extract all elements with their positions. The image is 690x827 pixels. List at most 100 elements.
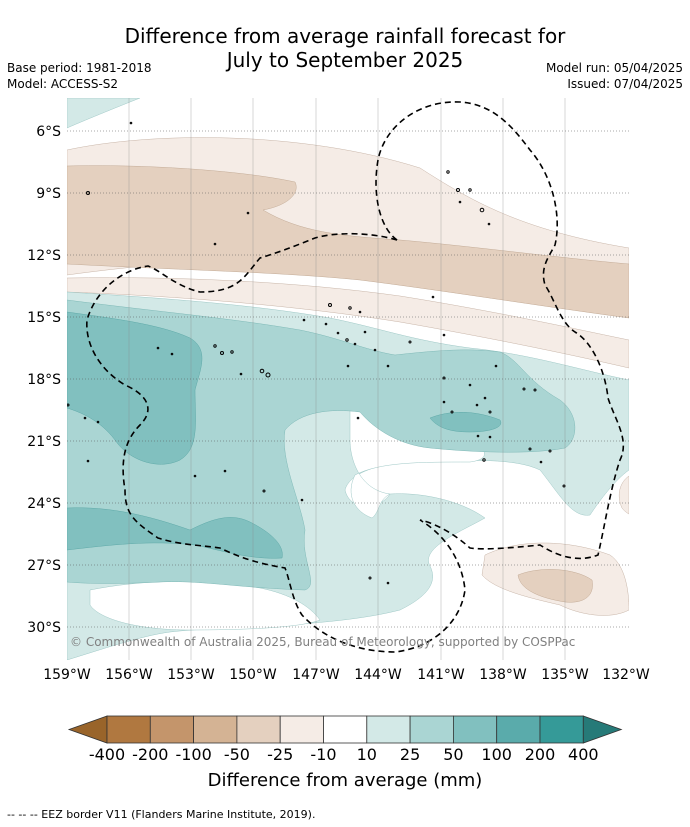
island-marker bbox=[67, 403, 70, 407]
colorbar-extend-low bbox=[67, 715, 108, 744]
island-marker bbox=[386, 364, 390, 368]
dry-contour-east-edge bbox=[618, 475, 629, 515]
colorbar-swatch bbox=[496, 715, 541, 744]
island-marker bbox=[83, 416, 87, 420]
colorbar-swatch bbox=[452, 715, 498, 744]
colorbar-tick-label: 400 bbox=[568, 745, 599, 764]
map-area: © Commonwealth of Australia 2025, Bureau… bbox=[67, 98, 629, 660]
island-marker bbox=[487, 222, 491, 226]
lat-label-6: 6°S bbox=[36, 124, 61, 140]
colorbar-swatch bbox=[106, 715, 151, 744]
lat-label-27: 27°S bbox=[27, 558, 61, 574]
lon-label-138: 138°W bbox=[479, 667, 527, 683]
lon-label-135: 135°W bbox=[541, 667, 589, 683]
lon-label-141: 141°W bbox=[417, 667, 465, 683]
island-marker bbox=[246, 211, 250, 215]
island-marker bbox=[345, 338, 349, 342]
island-marker bbox=[239, 372, 243, 376]
island-marker bbox=[300, 498, 304, 502]
island-marker bbox=[358, 310, 362, 314]
colorbar-swatch bbox=[323, 715, 368, 744]
colorbar-tick-label: -200 bbox=[132, 745, 169, 764]
colorbar-tick-label: -50 bbox=[223, 745, 250, 764]
lon-label-156: 156°W bbox=[105, 667, 153, 683]
lat-grid-lines bbox=[67, 130, 629, 628]
colorbar-swatch bbox=[193, 715, 238, 744]
colorbar-swatch bbox=[279, 715, 324, 744]
lat-label-18: 18°S bbox=[27, 372, 61, 388]
island-marker bbox=[476, 434, 480, 438]
island-marker bbox=[262, 489, 266, 493]
colorbar-swatch bbox=[409, 715, 454, 744]
island-marker bbox=[368, 576, 372, 580]
wet-contour-dark-southwest bbox=[67, 507, 283, 559]
island-marker bbox=[442, 400, 446, 404]
island-marker bbox=[328, 303, 332, 307]
island-marker bbox=[528, 447, 532, 451]
island-marker bbox=[259, 368, 265, 374]
island-marker bbox=[213, 344, 217, 348]
title-line-1: Difference from average rainfall forecas… bbox=[124, 24, 566, 48]
eez-border-southwest bbox=[86, 232, 466, 653]
colorbar-tick-label: -10 bbox=[310, 745, 337, 764]
wet-contour-northwest-corner bbox=[67, 98, 141, 129]
copyright-text: © Commonwealth of Australia 2025, Bureau… bbox=[70, 635, 575, 649]
colorbar bbox=[67, 715, 623, 744]
meta-left: Base period: 1981-2018 Model: ACCESS-S2 bbox=[7, 60, 152, 92]
longitude-labels: 159°W 156°W 153°W 150°W 147°W 144°W 141°… bbox=[43, 667, 650, 683]
island-marker bbox=[446, 170, 450, 174]
island-marker bbox=[348, 306, 352, 310]
colorbar-swatch bbox=[539, 715, 584, 744]
island-marker bbox=[223, 469, 227, 473]
island-marker bbox=[408, 340, 412, 344]
colorbar-extend-high bbox=[582, 715, 623, 744]
lat-label-12: 12°S bbox=[27, 248, 61, 264]
colorbar-tick-label: 50 bbox=[443, 745, 464, 764]
wet-contour-dark-west bbox=[67, 311, 203, 465]
island-marker bbox=[386, 581, 390, 585]
island-marker bbox=[336, 331, 340, 335]
island-marker bbox=[450, 410, 454, 414]
colorbar-tick-label: 10 bbox=[356, 745, 377, 764]
lon-label-147: 147°W bbox=[292, 667, 340, 683]
island-marker bbox=[562, 484, 566, 488]
island-marker bbox=[468, 188, 472, 192]
lon-label-159: 159°W bbox=[43, 667, 91, 683]
eez-border-north bbox=[375, 101, 625, 560]
colorbar-title: Difference from average (mm) bbox=[207, 770, 483, 791]
island-marker bbox=[483, 396, 487, 400]
lon-label-144: 144°W bbox=[354, 667, 402, 683]
lat-label-24: 24°S bbox=[27, 496, 61, 512]
lat-label-30: 30°S bbox=[27, 620, 61, 636]
meta-right: Model run: 05/04/2025 Issued: 07/04/2025 bbox=[546, 60, 683, 92]
wet-contour-dark-east bbox=[429, 411, 502, 433]
issued-text: Issued: 07/04/2025 bbox=[567, 77, 683, 91]
island-marker bbox=[442, 333, 446, 337]
colorbar-swatch bbox=[366, 715, 411, 744]
dry-contour-southeast-medium bbox=[517, 569, 593, 603]
lon-label-153: 153°W bbox=[167, 667, 215, 683]
island-marker bbox=[170, 352, 174, 356]
lon-label-150: 150°W bbox=[229, 667, 277, 683]
eez-legend-footer: -- -- -- EEZ border V11 (Flanders Marine… bbox=[7, 808, 316, 821]
island-marker bbox=[458, 200, 462, 204]
island-marker bbox=[479, 207, 485, 213]
island-marker bbox=[533, 388, 537, 392]
colorbar-tick-label: -100 bbox=[175, 745, 212, 764]
island-marker bbox=[494, 364, 498, 368]
model-run-text: Model run: 05/04/2025 bbox=[545, 61, 683, 75]
island-marker bbox=[324, 322, 328, 326]
lat-label-21: 21°S bbox=[27, 434, 61, 450]
colorbar-swatch bbox=[236, 715, 281, 744]
base-period-text: Base period: 1981-2018 bbox=[7, 61, 152, 75]
island-marker bbox=[468, 383, 472, 387]
island-marker bbox=[373, 348, 377, 352]
island-marker bbox=[96, 420, 100, 424]
colorbar-swatch bbox=[149, 715, 195, 744]
island-marker bbox=[86, 191, 90, 195]
island-marker bbox=[129, 121, 133, 125]
colorbar-tick-label: 25 bbox=[399, 745, 421, 764]
model-text: Model: ACCESS-S2 bbox=[7, 77, 119, 91]
island-marker bbox=[442, 376, 446, 380]
